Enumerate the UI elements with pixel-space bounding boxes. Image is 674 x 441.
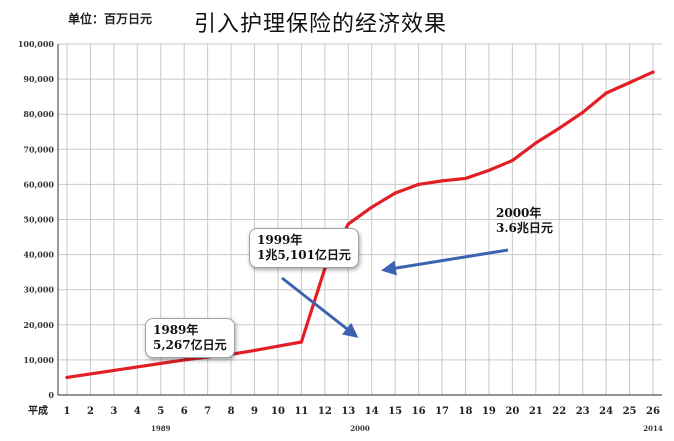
data-point	[487, 168, 491, 172]
year-label: 1989	[151, 424, 171, 433]
y-tick-label: 100,000	[18, 39, 55, 49]
data-point	[65, 375, 69, 380]
note-2000: 2000年 3.6兆日元	[496, 206, 553, 236]
x-tick-label: 16	[412, 406, 426, 417]
y-tick-label: 30,000	[23, 285, 54, 295]
y-tick-label: 70,000	[23, 144, 54, 154]
data-point	[627, 81, 632, 85]
data-point	[346, 222, 350, 226]
callout-1989: 1989年 5,267亿日元	[145, 318, 235, 358]
callout-1989-year: 1989年	[153, 323, 199, 337]
x-tick-label: 23	[576, 406, 590, 417]
x-tick-label: 22	[552, 406, 566, 417]
x-tick-label: 10	[271, 406, 285, 417]
x-tick-label: 17	[435, 406, 449, 417]
callout-1999-value: 1兆5,101亿日元	[257, 248, 351, 262]
data-point	[299, 340, 303, 344]
note-2000-value: 3.6兆日元	[496, 221, 553, 235]
data-point	[440, 179, 444, 183]
year-label: 2014	[643, 424, 663, 433]
x-axis-label: 平成	[28, 404, 48, 417]
arrow-2000	[381, 248, 509, 276]
callout-1999-year: 1999年	[257, 233, 303, 247]
data-point	[510, 158, 514, 163]
y-tick-label: 40,000	[23, 250, 54, 260]
x-tick-label: 13	[341, 406, 355, 417]
data-point	[393, 191, 397, 195]
x-tick-label: 21	[529, 406, 543, 417]
x-tick-label: 15	[388, 406, 402, 417]
data-point	[276, 344, 280, 348]
data-point	[651, 70, 655, 74]
y-tick-label: 50,000	[23, 215, 54, 225]
y-tick-label: 20,000	[23, 320, 54, 330]
x-tick-label: 7	[204, 406, 211, 417]
data-point	[135, 365, 139, 369]
y-tick-label: 60,000	[23, 179, 54, 189]
arrow-1999	[281, 276, 359, 338]
data-point	[252, 348, 257, 353]
x-tick-label: 25	[623, 406, 637, 417]
x-tick-label: 14	[365, 406, 379, 417]
x-tick-label: 1	[64, 406, 71, 417]
data-point	[417, 182, 421, 186]
data-point	[534, 141, 538, 145]
x-tick-label: 6	[181, 406, 188, 417]
unit-label: 单位：百万日元	[68, 12, 153, 26]
x-tick-label: 11	[294, 406, 308, 417]
data-point	[88, 372, 93, 376]
y-tick-label: 10,000	[23, 355, 54, 365]
x-tick-label: 8	[228, 406, 235, 417]
x-tick-label: 3	[110, 406, 117, 417]
x-tick-label: 19	[482, 406, 496, 417]
x-tick-label: 12	[318, 406, 332, 417]
y-tick-label: 90,000	[23, 74, 54, 84]
x-tick-label: 2	[87, 406, 94, 417]
x-tick-label: 26	[646, 406, 660, 417]
y-tick-label: 0	[48, 390, 54, 400]
chart-title: 引入护理保险的经济效果	[194, 12, 448, 37]
data-point	[463, 176, 468, 181]
data-point	[604, 91, 608, 95]
x-tick-label: 9	[251, 406, 258, 417]
callout-1999: 1999年 1兆5,101亿日元	[249, 228, 359, 268]
data-point	[112, 368, 116, 373]
x-tick-label: 18	[459, 406, 473, 417]
data-point	[159, 361, 163, 366]
data-point	[182, 358, 186, 362]
x-tick-label: 20	[505, 406, 519, 417]
callout-1989-value: 5,267亿日元	[153, 338, 227, 352]
data-point	[557, 126, 561, 130]
year-label: 2000	[350, 424, 370, 433]
data-point	[370, 205, 374, 209]
data-point	[581, 110, 585, 115]
note-2000-year: 2000年	[496, 206, 542, 220]
x-tick-label: 24	[599, 406, 613, 417]
series-line	[65, 70, 655, 380]
x-tick-label: 4	[134, 406, 141, 417]
x-tick-label: 5	[157, 406, 164, 417]
y-tick-label: 80,000	[23, 109, 54, 119]
